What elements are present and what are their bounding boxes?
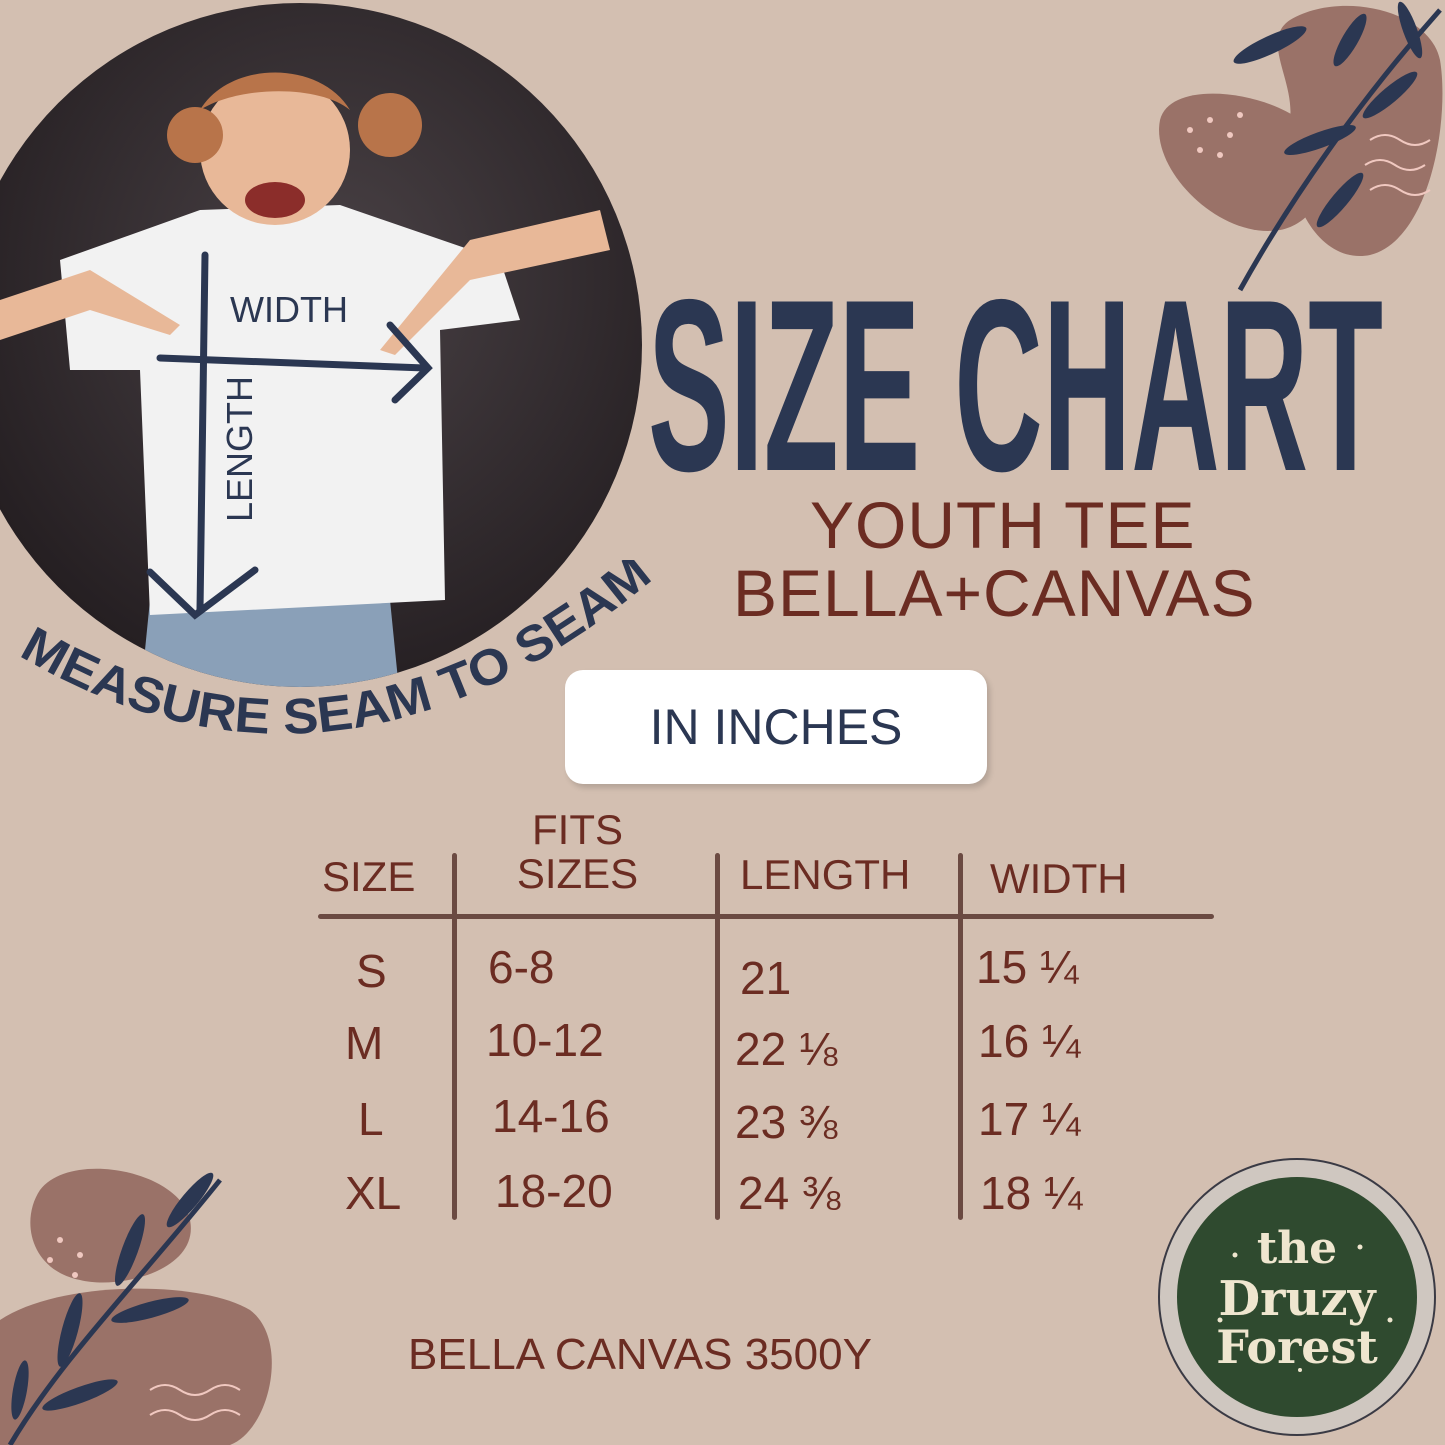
column-divider (958, 853, 963, 1220)
header-fits-line2: SIZES (516, 850, 639, 898)
unit-badge: IN INCHES (565, 670, 987, 784)
column-divider (452, 853, 457, 1220)
svg-text:the: the (1257, 1223, 1337, 1274)
svg-text:MEASURE SEAM TO SEAM: MEASURE SEAM TO SEAM (13, 560, 661, 745)
header-fits-line1: FITS (532, 806, 623, 853)
header-size: SIZE (322, 853, 416, 900)
table-divider (318, 914, 1214, 919)
brand-logo: the Druzy Forest (1158, 1158, 1436, 1436)
fits-cell: 6-8 (488, 941, 555, 993)
svg-text:Druzy: Druzy (1219, 1271, 1378, 1327)
width-label: WIDTH (230, 289, 348, 330)
measure-note: MEASURE SEAM TO SEAM (13, 560, 661, 745)
subtitle-youth-tee: YOUTH TEE (810, 488, 1196, 562)
unit-badge-text: IN INCHES (649, 699, 903, 755)
model-photo: WIDTH LENGTH (0, 3, 642, 687)
page-title: SIZE CHART (648, 280, 1383, 480)
header-width: WIDTH (990, 855, 1128, 902)
width-cell: 18 ¼ (980, 1167, 1083, 1219)
measure-note-text: MEASURE SEAM TO SEAM (13, 560, 661, 745)
column-divider (715, 853, 720, 1220)
length-cell: 23 ⅜ (735, 1096, 838, 1148)
header-fits-sizes: FITS SIZES (490, 806, 665, 898)
fits-cell: 14-16 (492, 1090, 610, 1142)
leaf-decoration-bottom (0, 1168, 272, 1445)
fits-cell: 18-20 (495, 1165, 613, 1217)
length-cell: 24 ⅜ (738, 1167, 841, 1219)
page-title-text: SIZE CHART (648, 280, 1383, 480)
size-cell: L (358, 1093, 384, 1145)
subtitle-brand: BELLA+CANVAS (733, 556, 1256, 630)
product-code: BELLA CANVAS 3500Y (408, 1330, 872, 1379)
header-length: LENGTH (740, 851, 911, 898)
svg-text:Forest: Forest (1216, 1320, 1378, 1374)
length-cell: 22 ⅛ (735, 1023, 838, 1075)
width-cell: 16 ¼ (978, 1015, 1081, 1067)
length-cell: 21 (740, 952, 792, 1004)
leaf-decoration-top (1159, 1, 1443, 292)
fits-cell: 10-12 (486, 1014, 604, 1066)
size-cell: XL (345, 1167, 402, 1219)
length-label: LENGTH (219, 376, 260, 522)
width-cell: 15 ¼ (976, 941, 1079, 993)
size-cell: S (356, 945, 387, 997)
size-cell: M (345, 1017, 384, 1069)
width-cell: 17 ¼ (978, 1093, 1081, 1145)
